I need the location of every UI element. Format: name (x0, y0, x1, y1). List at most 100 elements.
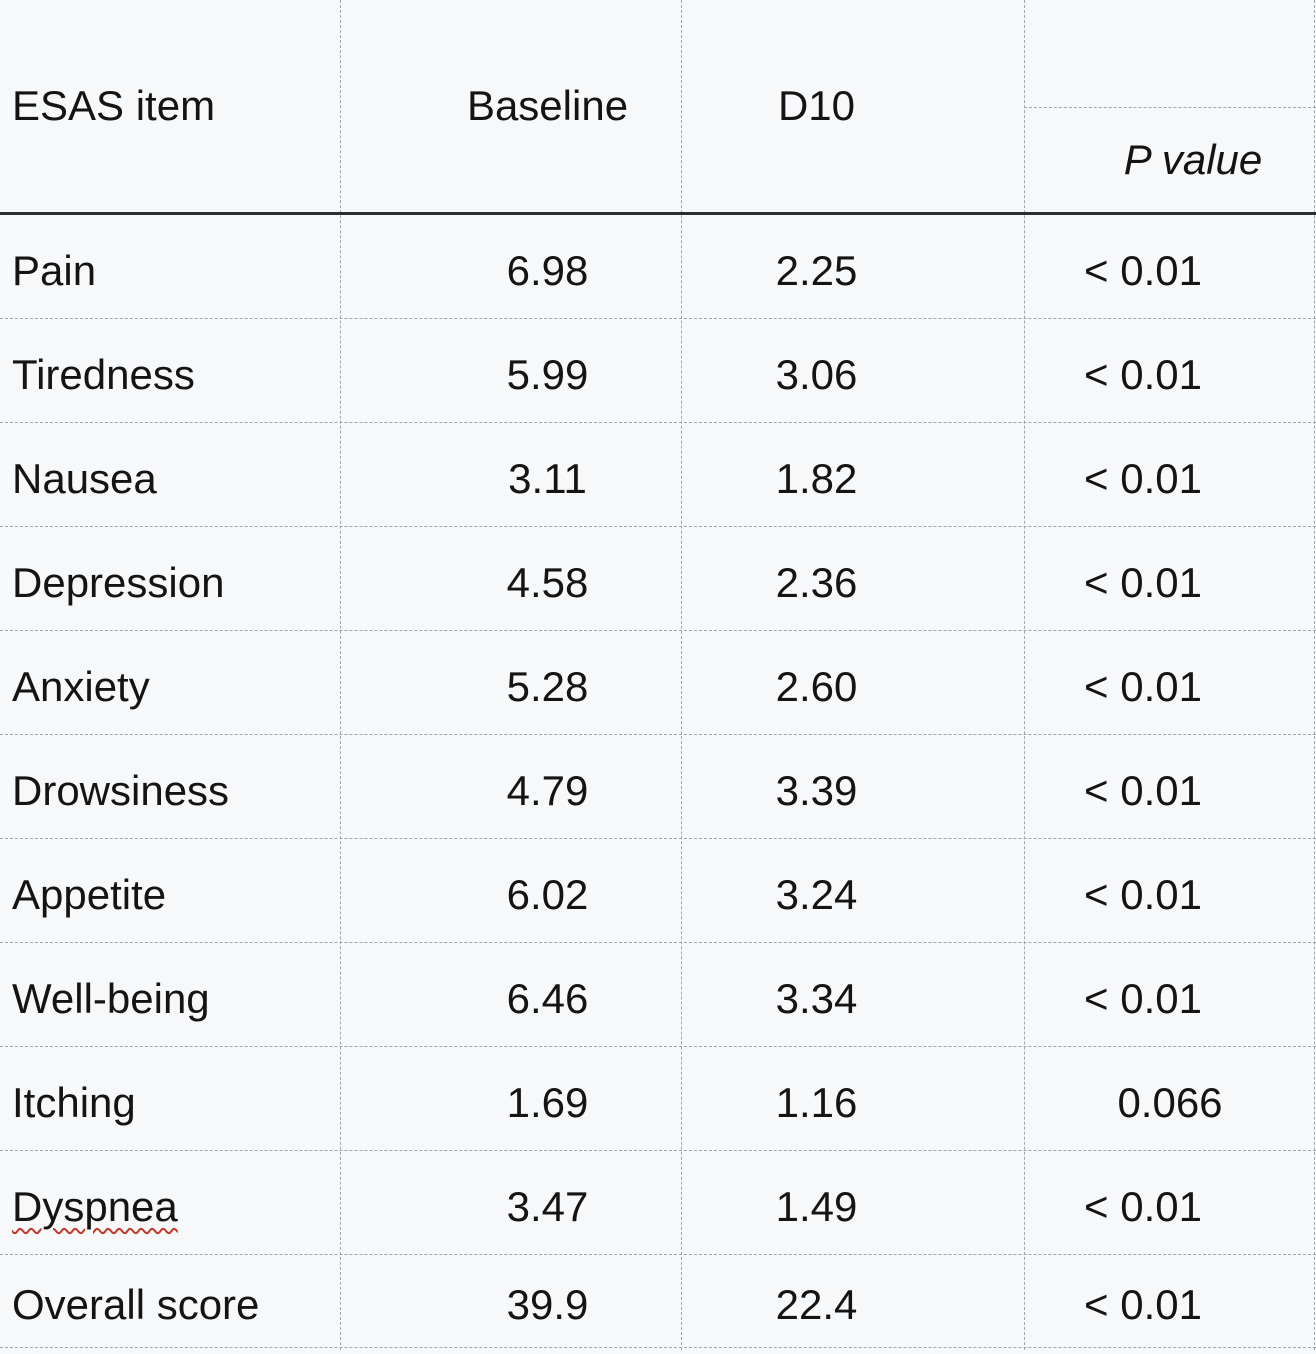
cell-baseline[interactable]: 6.46 (340, 951, 681, 1046)
header-label-baseline: Baseline (466, 82, 629, 129)
cell-d10[interactable]: 1.49 (681, 1159, 1024, 1254)
item-label: Nausea (12, 454, 157, 502)
cell-esas-item[interactable]: Overall score (0, 1263, 340, 1347)
cell-p-value[interactable]: 0.066 (1024, 1055, 1316, 1150)
cell-esas-item[interactable]: Nausea (0, 431, 340, 526)
cell-p-value[interactable]: < 0.01 (1024, 327, 1316, 422)
baseline-value: 39.9 (506, 1281, 589, 1328)
header-label-esas-item: ESAS item (12, 82, 216, 129)
cell-p-value[interactable]: < 0.01 (1024, 431, 1316, 526)
header-cell-esas-item[interactable]: ESAS item (0, 0, 340, 212)
cell-d10[interactable]: 22.4 (681, 1263, 1024, 1347)
cell-baseline[interactable]: 6.98 (340, 223, 681, 318)
p-value: < 0.01 (1084, 350, 1202, 398)
cell-esas-item[interactable]: Pain (0, 223, 340, 318)
baseline-value: 5.28 (506, 662, 589, 710)
header-cell-d10[interactable]: D10 (681, 0, 1024, 212)
cell-esas-item[interactable]: Itching (0, 1055, 340, 1150)
cell-esas-item[interactable]: Appetite (0, 847, 340, 942)
p-value: < 0.01 (1084, 870, 1202, 918)
baseline-value: 3.11 (508, 454, 587, 502)
gridline-vertical-right-edge (1314, 0, 1315, 1350)
header-cell-p-value[interactable]: P value (1024, 0, 1316, 212)
table-row: Nausea 3.11 1.82 < 0.01 (0, 423, 1316, 527)
cell-p-value[interactable]: < 0.01 (1024, 847, 1316, 942)
cell-d10[interactable]: 1.16 (681, 1055, 1024, 1150)
table-row: Dyspnea 3.47 1.49 < 0.01 (0, 1151, 1316, 1255)
d10-value: 3.24 (775, 870, 858, 918)
cell-baseline[interactable]: 3.47 (340, 1159, 681, 1254)
p-value: < 0.01 (1084, 454, 1202, 502)
p-value: < 0.01 (1084, 558, 1202, 606)
table-body: Pain 6.98 2.25 < 0.01 Tiredness 5.99 3.0… (0, 215, 1316, 1348)
baseline-value: 6.98 (506, 246, 589, 294)
header-label-d10: D10 (777, 82, 856, 129)
p-value: < 0.01 (1084, 662, 1202, 710)
d10-value: 2.60 (775, 662, 858, 710)
cell-d10[interactable]: 2.60 (681, 639, 1024, 734)
item-label: Dyspnea (12, 1182, 178, 1230)
cell-d10[interactable]: 2.36 (681, 535, 1024, 630)
cell-d10[interactable]: 3.24 (681, 847, 1024, 942)
item-label: Anxiety (12, 662, 150, 710)
cell-d10[interactable]: 2.25 (681, 223, 1024, 318)
cell-p-value[interactable]: < 0.01 (1024, 951, 1316, 1046)
item-label: Appetite (12, 870, 167, 918)
cell-d10[interactable]: 3.06 (681, 327, 1024, 422)
cell-baseline[interactable]: 6.02 (340, 847, 681, 942)
cell-d10[interactable]: 1.82 (681, 431, 1024, 526)
p-value: < 0.01 (1084, 246, 1202, 294)
cell-p-value[interactable]: < 0.01 (1024, 639, 1316, 734)
table-row: Itching 1.69 1.16 0.066 (0, 1047, 1316, 1151)
d10-value: 1.16 (775, 1078, 858, 1126)
cell-p-value[interactable]: < 0.01 (1024, 1263, 1316, 1347)
d10-value: 3.06 (775, 350, 858, 398)
cell-esas-item[interactable]: Anxiety (0, 639, 340, 734)
cell-baseline[interactable]: 5.99 (340, 327, 681, 422)
cell-baseline[interactable]: 3.11 (340, 431, 681, 526)
cell-esas-item[interactable]: Depression (0, 535, 340, 630)
item-label: Tiredness (12, 350, 195, 398)
cell-baseline[interactable]: 5.28 (340, 639, 681, 734)
item-label: Drowsiness (12, 766, 230, 814)
baseline-value: 5.99 (506, 350, 589, 398)
d10-value: 2.36 (775, 558, 858, 606)
item-label: Itching (12, 1078, 136, 1126)
table-row: Depression 4.58 2.36 < 0.01 (0, 527, 1316, 631)
d10-value: 22.4 (775, 1281, 858, 1328)
cell-esas-item[interactable]: Drowsiness (0, 743, 340, 838)
header-cell-baseline[interactable]: Baseline (340, 0, 681, 212)
cell-baseline[interactable]: 4.79 (340, 743, 681, 838)
cell-p-value[interactable]: < 0.01 (1024, 535, 1316, 630)
table-row: Anxiety 5.28 2.60 < 0.01 (0, 631, 1316, 735)
table-row: Overall score 39.9 22.4 < 0.01 (0, 1255, 1316, 1348)
cell-p-value[interactable]: < 0.01 (1024, 223, 1316, 318)
table-row: Well-being 6.46 3.34 < 0.01 (0, 943, 1316, 1047)
p-value: < 0.01 (1084, 974, 1202, 1022)
baseline-value: 4.58 (506, 558, 589, 606)
p-value-subcell: P value (1024, 107, 1316, 212)
d10-value: 2.25 (775, 246, 858, 294)
d10-value: 1.82 (775, 454, 858, 502)
cell-d10[interactable]: 3.39 (681, 743, 1024, 838)
baseline-value: 4.79 (506, 766, 589, 814)
table-row: Pain 6.98 2.25 < 0.01 (0, 215, 1316, 319)
cell-esas-item[interactable]: Tiredness (0, 327, 340, 422)
cell-p-value[interactable]: < 0.01 (1024, 743, 1316, 838)
table-row: Tiredness 5.99 3.06 < 0.01 (0, 319, 1316, 423)
cell-baseline[interactable]: 39.9 (340, 1263, 681, 1347)
cell-esas-item[interactable]: Dyspnea (0, 1159, 340, 1254)
p-value: < 0.01 (1084, 1281, 1202, 1328)
cell-baseline[interactable]: 4.58 (340, 535, 681, 630)
d10-value: 1.49 (775, 1182, 858, 1230)
table-row: Drowsiness 4.79 3.39 < 0.01 (0, 735, 1316, 839)
cell-d10[interactable]: 3.34 (681, 951, 1024, 1046)
gridline-vertical-2 (681, 0, 682, 1350)
cell-baseline[interactable]: 1.69 (340, 1055, 681, 1150)
baseline-value: 1.69 (506, 1078, 589, 1126)
d10-value: 3.34 (775, 974, 858, 1022)
cell-p-value[interactable]: < 0.01 (1024, 1159, 1316, 1254)
cell-esas-item[interactable]: Well-being (0, 951, 340, 1046)
table-header-row: ESAS item Baseline D10 P value (0, 0, 1316, 215)
gridline-vertical-1 (340, 0, 341, 1350)
